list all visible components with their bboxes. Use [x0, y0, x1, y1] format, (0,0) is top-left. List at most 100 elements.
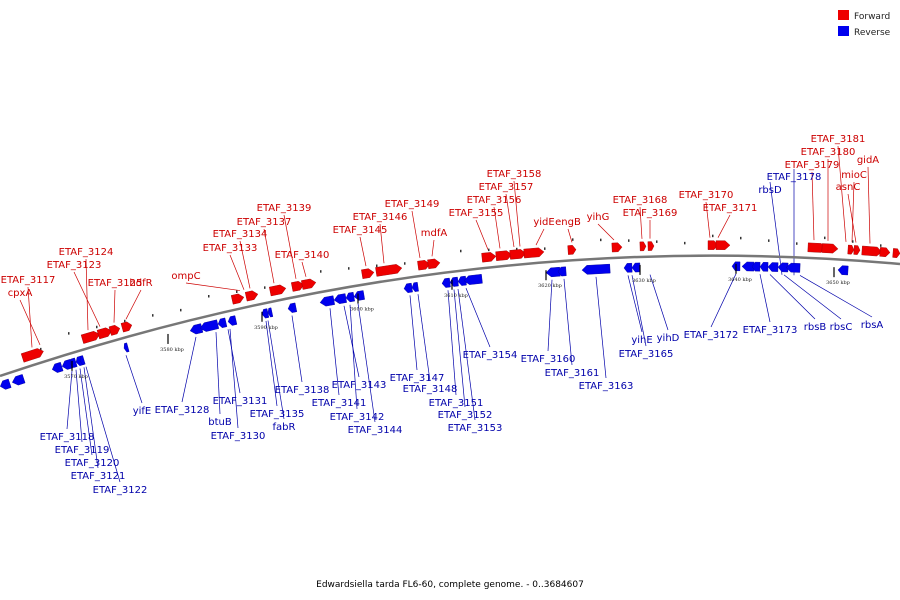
reverse-gene-arrow-6[interactable] [79, 355, 86, 366]
reverse-gene-arrow-5[interactable] [75, 355, 84, 367]
reverse-gene-arrow-18[interactable] [353, 290, 365, 302]
forward-gene-arrow-14[interactable] [481, 252, 497, 263]
reverse-gene-arrow-29[interactable] [631, 262, 641, 273]
reverse-gene-label[interactable]: rbsD [758, 185, 782, 196]
forward-gene-arrow-28[interactable] [861, 245, 883, 257]
reverse-gene-arrow-9[interactable] [199, 319, 220, 333]
reverse-gene-arrow-35[interactable] [777, 262, 789, 273]
reverse-gene-arrow-1[interactable] [11, 374, 26, 386]
forward-gene-arrow-19[interactable] [611, 242, 623, 253]
reverse-gene-label[interactable]: ETAF_3143 [332, 380, 387, 391]
forward-gene-arrow-16[interactable] [509, 249, 527, 260]
forward-gene-label[interactable]: ETAF_3139 [257, 203, 312, 214]
forward-gene-label[interactable]: ETAF_3140 [275, 250, 330, 261]
forward-gene-arrow-0[interactable] [20, 347, 45, 363]
forward-gene-arrow-13[interactable] [427, 258, 441, 270]
reverse-gene-arrow-0[interactable] [0, 378, 12, 391]
reverse-gene-label[interactable]: ETAF_3153 [448, 423, 503, 434]
reverse-gene-label[interactable]: ETAF_3141 [312, 398, 367, 409]
forward-gene-label[interactable]: ETAF_3133 [203, 243, 258, 254]
reverse-gene-label[interactable]: ETAF_3161 [545, 368, 600, 379]
forward-gene-label[interactable]: ETAF_3171 [703, 203, 758, 214]
reverse-gene-label[interactable]: ETAF_3128 [155, 405, 210, 416]
forward-gene-arrow-18[interactable] [567, 245, 577, 255]
reverse-gene-label[interactable]: rbsC [830, 322, 853, 333]
reverse-gene-arrow-7[interactable] [123, 342, 130, 353]
reverse-gene-label[interactable]: ETAF_3148 [403, 384, 458, 395]
reverse-gene-label[interactable]: ETAF_3119 [55, 445, 110, 456]
forward-gene-arrow-29[interactable] [879, 247, 891, 257]
forward-gene-label[interactable]: hdfR [129, 278, 152, 289]
forward-gene-label[interactable]: ETAF_3170 [679, 190, 734, 201]
forward-gene-arrow-12[interactable] [417, 260, 431, 271]
reverse-gene-arrow-24[interactable] [463, 274, 483, 285]
forward-gene-label[interactable]: ETAF_3180 [801, 147, 856, 158]
reverse-gene-arrow-17[interactable] [345, 291, 355, 303]
reverse-gene-label[interactable]: rbsA [861, 320, 884, 331]
forward-gene-label[interactable]: ETAF_3125 [88, 278, 143, 289]
forward-gene-label[interactable]: ETAF_3137 [237, 217, 292, 228]
forward-gene-arrow-8[interactable] [291, 280, 305, 292]
reverse-gene-label[interactable]: ETAF_3152 [438, 410, 493, 421]
reverse-gene-arrow-27[interactable] [581, 263, 611, 275]
forward-gene-arrow-10[interactable] [361, 268, 375, 279]
forward-gene-arrow-2[interactable] [96, 326, 113, 340]
reverse-gene-arrow-2[interactable] [51, 361, 64, 374]
reverse-gene-arrow-33[interactable] [759, 262, 769, 272]
forward-gene-arrow-15[interactable] [495, 250, 513, 261]
forward-gene-label[interactable]: ETAF_3123 [47, 260, 102, 271]
reverse-gene-arrow-14[interactable] [287, 302, 298, 313]
forward-gene-label[interactable]: ETAF_3117 [1, 275, 56, 286]
forward-gene-label[interactable]: ETAF_3155 [449, 208, 504, 219]
forward-gene-arrow-9[interactable] [301, 278, 317, 290]
reverse-gene-arrow-8[interactable] [189, 323, 204, 336]
reverse-gene-label[interactable]: fabR [273, 422, 296, 433]
reverse-gene-arrow-10[interactable] [217, 317, 228, 329]
forward-gene-label[interactable]: mdfA [421, 228, 448, 239]
reverse-gene-label[interactable]: ETAF_3142 [330, 412, 385, 423]
forward-gene-label[interactable]: ETAF_3146 [353, 212, 408, 223]
forward-gene-label[interactable]: yidE [533, 217, 554, 228]
forward-gene-arrow-27[interactable] [853, 245, 861, 255]
forward-gene-label[interactable]: ETAF_3145 [333, 225, 388, 236]
reverse-gene-label[interactable]: ETAF_3165 [619, 349, 674, 360]
reverse-gene-arrow-36[interactable] [785, 262, 801, 273]
reverse-gene-label[interactable]: btuB [208, 417, 232, 428]
forward-gene-arrow-6[interactable] [244, 290, 259, 302]
reverse-gene-label[interactable]: ETAF_3131 [213, 396, 268, 407]
forward-gene-label[interactable]: ETAF_3134 [213, 229, 268, 240]
forward-gene-arrow-3[interactable] [108, 324, 121, 336]
reverse-gene-label[interactable]: ETAF_3173 [743, 325, 798, 336]
reverse-gene-arrow-31[interactable] [741, 261, 755, 272]
forward-gene-label[interactable]: ETAF_3157 [479, 182, 534, 193]
reverse-gene-arrow-32[interactable] [751, 261, 761, 272]
reverse-gene-arrow-34[interactable] [767, 262, 779, 272]
forward-gene-label[interactable]: ETAF_3124 [59, 247, 114, 258]
forward-gene-label[interactable]: ETAF_3156 [467, 195, 522, 206]
reverse-gene-label[interactable]: yifE [133, 406, 152, 417]
forward-gene-arrow-30[interactable] [892, 248, 900, 258]
reverse-gene-label[interactable]: ETAF_3160 [521, 354, 576, 365]
reverse-gene-arrow-16[interactable] [333, 293, 347, 305]
reverse-gene-label[interactable]: ETAF_3135 [250, 409, 305, 420]
reverse-gene-arrow-22[interactable] [449, 276, 459, 287]
forward-gene-label[interactable]: ETAF_3179 [785, 160, 840, 171]
forward-gene-arrow-25[interactable] [821, 243, 839, 254]
reverse-gene-arrow-23[interactable] [457, 275, 467, 286]
reverse-gene-arrow-19[interactable] [403, 282, 413, 293]
reverse-gene-label[interactable]: ETAF_3147 [390, 373, 445, 384]
forward-gene-label[interactable]: ETAF_3168 [613, 195, 668, 206]
forward-gene-label[interactable]: ETAF_3158 [487, 169, 542, 180]
forward-gene-arrow-11[interactable] [375, 264, 403, 277]
reverse-gene-arrow-15[interactable] [319, 295, 335, 307]
reverse-gene-label[interactable]: ETAF_3130 [211, 431, 266, 442]
reverse-gene-arrow-21[interactable] [441, 277, 451, 288]
reverse-gene-arrow-11[interactable] [227, 315, 238, 327]
forward-gene-label[interactable]: ETAF_3169 [623, 208, 678, 219]
reverse-gene-arrow-26[interactable] [557, 266, 567, 277]
forward-gene-label[interactable]: yihG [587, 212, 610, 223]
reverse-gene-arrow-37[interactable] [837, 265, 849, 276]
reverse-gene-label[interactable]: ETAF_3144 [348, 425, 403, 436]
forward-gene-label[interactable]: asnC [836, 182, 861, 193]
reverse-gene-label[interactable]: yihE [631, 335, 652, 346]
